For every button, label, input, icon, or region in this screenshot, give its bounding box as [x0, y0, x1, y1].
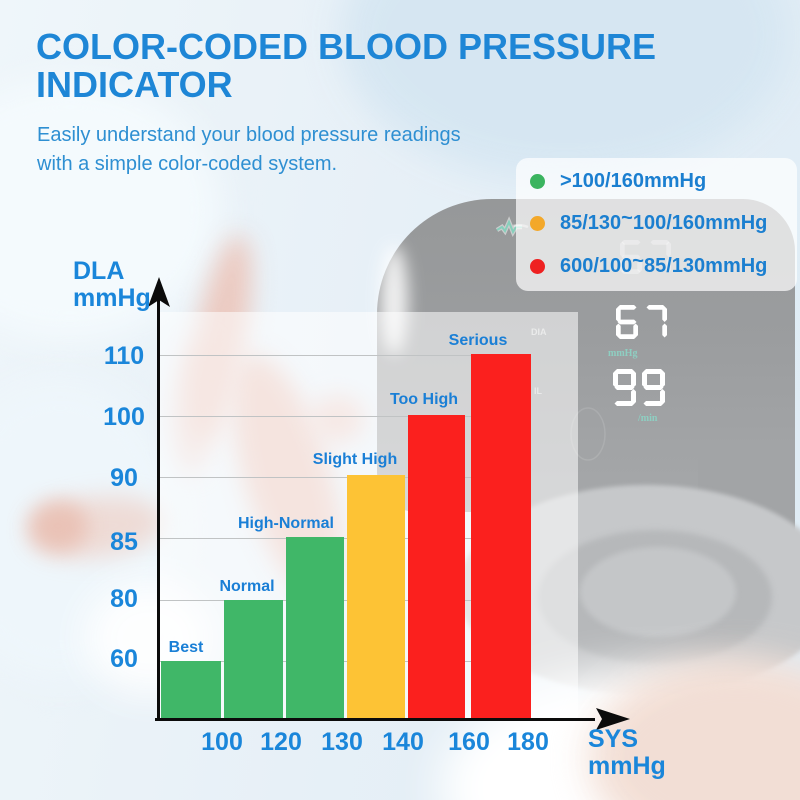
svg-text:/min: /min: [637, 413, 658, 424]
svg-text:mmHg: mmHg: [608, 348, 637, 359]
